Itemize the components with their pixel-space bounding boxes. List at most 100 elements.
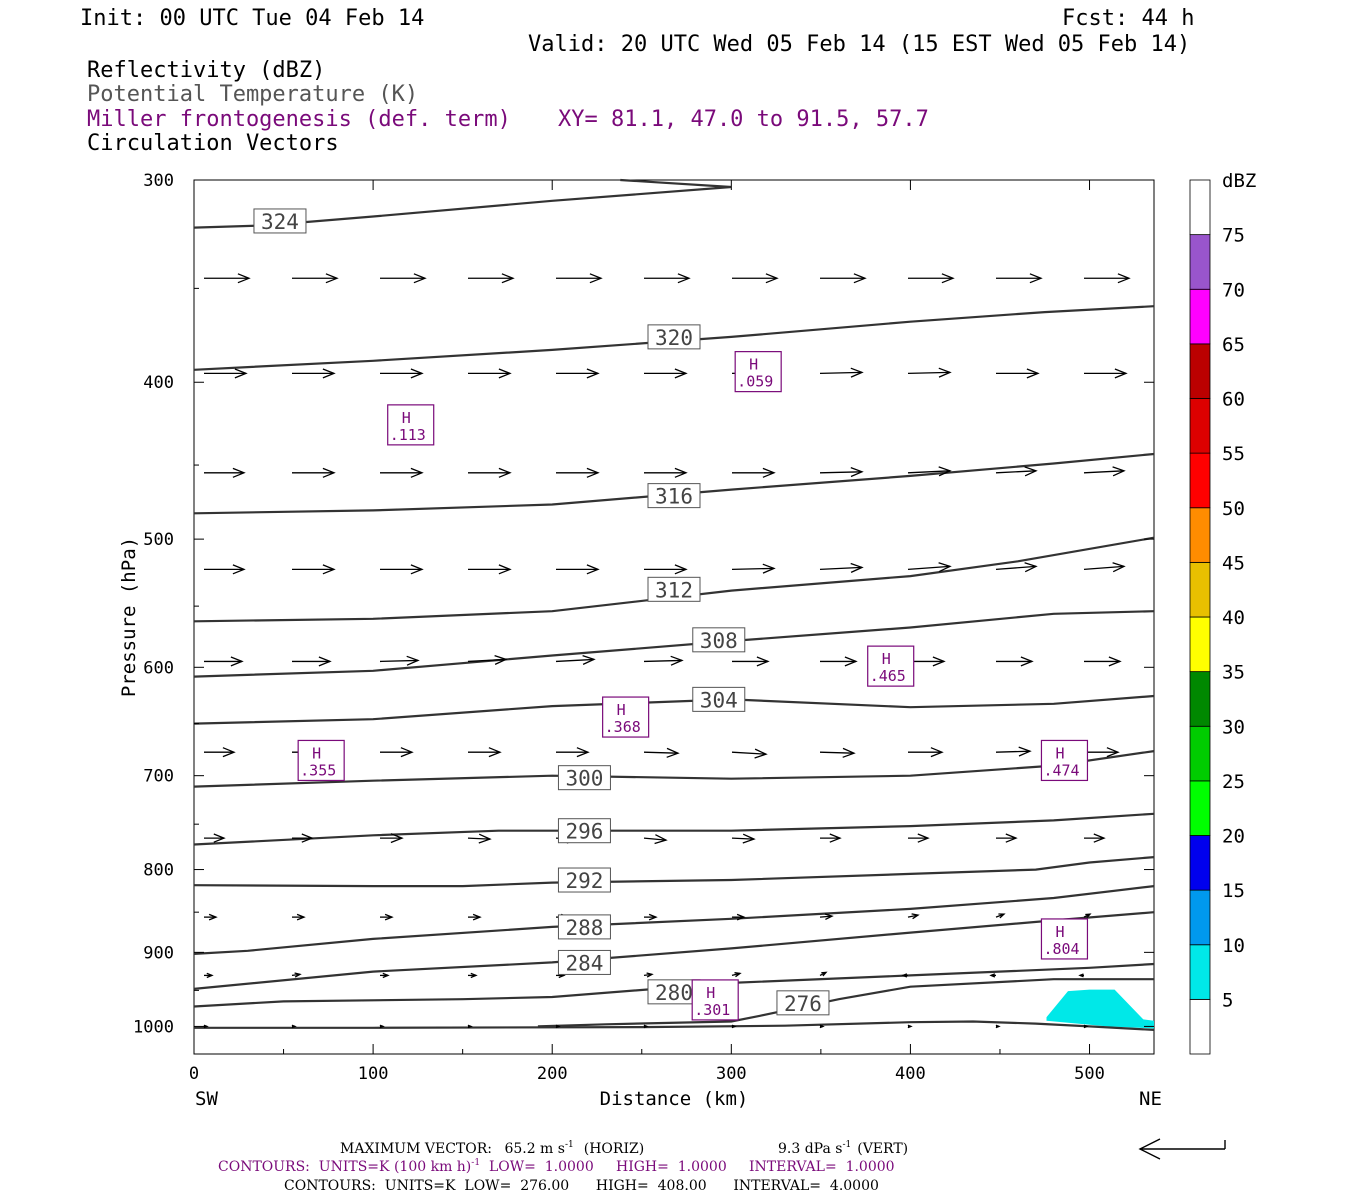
circulation-vector <box>1083 470 1125 474</box>
frontogenesis-max-box <box>691 979 739 1021</box>
circulation-vector-head <box>911 913 920 920</box>
circulation-vector-head <box>938 367 952 378</box>
circulation-vector-head <box>824 913 834 920</box>
reflectivity-layer <box>1046 989 1154 1029</box>
contour-label-292: 292 <box>565 869 603 893</box>
circulation-vector-head <box>1085 913 1092 919</box>
contour-label-324: 324 <box>261 210 299 234</box>
circulation-vector-head <box>734 972 742 978</box>
circulation-vector-head <box>742 833 756 844</box>
frontogenesis-max-value: .301 <box>694 1001 730 1019</box>
circulation-vector <box>819 751 855 754</box>
circulation-vector-head <box>842 747 856 758</box>
circulation-vector-head <box>670 655 684 666</box>
circulation-vector-head <box>206 972 214 979</box>
y-tick-label: 800 <box>143 861 174 881</box>
colorbar-segment <box>1189 561 1211 618</box>
contour-label-296: 296 <box>565 820 603 844</box>
contour-label-box <box>557 818 611 844</box>
theta-contour-296 <box>193 812 1155 846</box>
circulation-vector-head <box>821 971 828 977</box>
circulation-vector-head <box>318 656 332 667</box>
colorbar-segment <box>1189 835 1211 891</box>
circulation-vector-head <box>762 563 776 574</box>
circulation-vector <box>643 751 679 754</box>
theta-contour-base <box>194 1020 1155 1031</box>
circulation-vector-head <box>850 367 864 378</box>
colorbar-title: dBZ <box>1222 170 1256 192</box>
circulation-vector <box>819 371 863 375</box>
theta-contour-layer <box>193 178 1155 1031</box>
circulation-vector-head <box>213 833 226 843</box>
circulation-vector-head <box>322 467 336 478</box>
init-time: Init: 00 UTC Tue 04 Feb 14 <box>80 6 424 31</box>
circulation-vector-head <box>736 913 746 921</box>
circulation-vector-head <box>643 1024 649 1029</box>
theta-contour-280 <box>193 962 1155 1008</box>
circulation-vector <box>467 837 491 840</box>
colorbar-segment <box>1189 998 1211 1055</box>
forecast-hour: Fcst: 44 h <box>1062 6 1194 31</box>
circulation-vector-head <box>844 656 858 667</box>
circulation-vector-head <box>674 467 688 478</box>
circulation-vector-head <box>1112 562 1126 573</box>
colorbar-segment <box>1189 889 1211 946</box>
y-tick-label: 900 <box>143 943 174 963</box>
circulation-vector-head <box>208 913 218 921</box>
circulation-vector <box>731 751 767 755</box>
circulation-vector <box>643 659 683 663</box>
circulation-vector-head <box>1018 746 1032 757</box>
circulation-vector <box>995 750 1031 753</box>
colorbar-segment <box>1189 725 1211 782</box>
circulation-vector-head <box>586 467 600 478</box>
circulation-vector-head <box>1024 562 1038 573</box>
colorbar-label: 10 <box>1222 935 1245 957</box>
circulation-vector-head <box>467 1024 473 1029</box>
circulation-vector-head <box>230 656 244 667</box>
circulation-vector-head <box>941 273 955 284</box>
x-tick-label: 300 <box>716 1064 747 1084</box>
circulation-vector-head <box>501 273 515 284</box>
axes-layer: 0 100 200 300 400 500 300 400 500 600 700 800 900 100… <box>133 171 1154 1084</box>
circulation-vector-head <box>472 913 482 921</box>
circulation-vector-head <box>646 972 654 978</box>
frontogenesis-max-box <box>387 404 435 446</box>
circulation-vector-head <box>470 972 478 979</box>
circulation-vector-head <box>322 368 336 379</box>
circulation-vector-head <box>907 1024 913 1029</box>
frontogenesis-max-label: H <box>312 744 321 762</box>
contour-label-312: 312 <box>655 578 693 602</box>
colorbar-segment <box>1189 288 1211 345</box>
circulation-vector-head <box>995 1024 1001 1029</box>
contour-label-308: 308 <box>700 629 738 653</box>
colorbar-label: 30 <box>1222 716 1245 738</box>
circulation-vector-head <box>850 562 864 573</box>
x-tick-label: 100 <box>358 1064 389 1084</box>
circulation-vector-head <box>413 273 427 284</box>
circulation-vector-head <box>930 747 944 758</box>
circulation-vector-head <box>998 913 1006 919</box>
theta-contour-304 <box>193 694 1155 725</box>
frontogenesis-max-label: H <box>749 356 758 374</box>
circulation-vector-head <box>576 747 590 758</box>
contour-label-layer: 324 320 316 312 308 304 300 296 292 288 284 280 276 <box>253 208 830 1016</box>
colorbar-label: 40 <box>1222 607 1245 629</box>
circulation-vector-head <box>291 1024 297 1029</box>
circulation-vector-head <box>989 973 996 978</box>
y-tick-label: 500 <box>143 530 174 550</box>
circulation-vector-head <box>1112 466 1126 477</box>
max-vector-label: MAXIMUM VECTOR: 65.2 m s-1 (HORIZ) <box>340 1140 644 1157</box>
colorbar-segment <box>1189 179 1211 236</box>
field-frontogenesis: Miller frontogenesis (def. term) <box>87 107 511 132</box>
y-tick-label: 700 <box>143 767 174 787</box>
circulation-vector-layer <box>203 273 1131 1029</box>
frontogenesis-max-box <box>602 696 650 738</box>
reference-vector-icon <box>1138 1138 1226 1160</box>
x-tick-label: 0 <box>189 1064 199 1084</box>
circulation-vector-head <box>410 564 424 575</box>
cross-section-endpoints: XY= 81.1, 47.0 to 91.5, 57.7 <box>558 107 929 132</box>
colorbar-segment <box>1189 234 1211 290</box>
field-theta: Potential Temperature (K) <box>87 82 418 107</box>
